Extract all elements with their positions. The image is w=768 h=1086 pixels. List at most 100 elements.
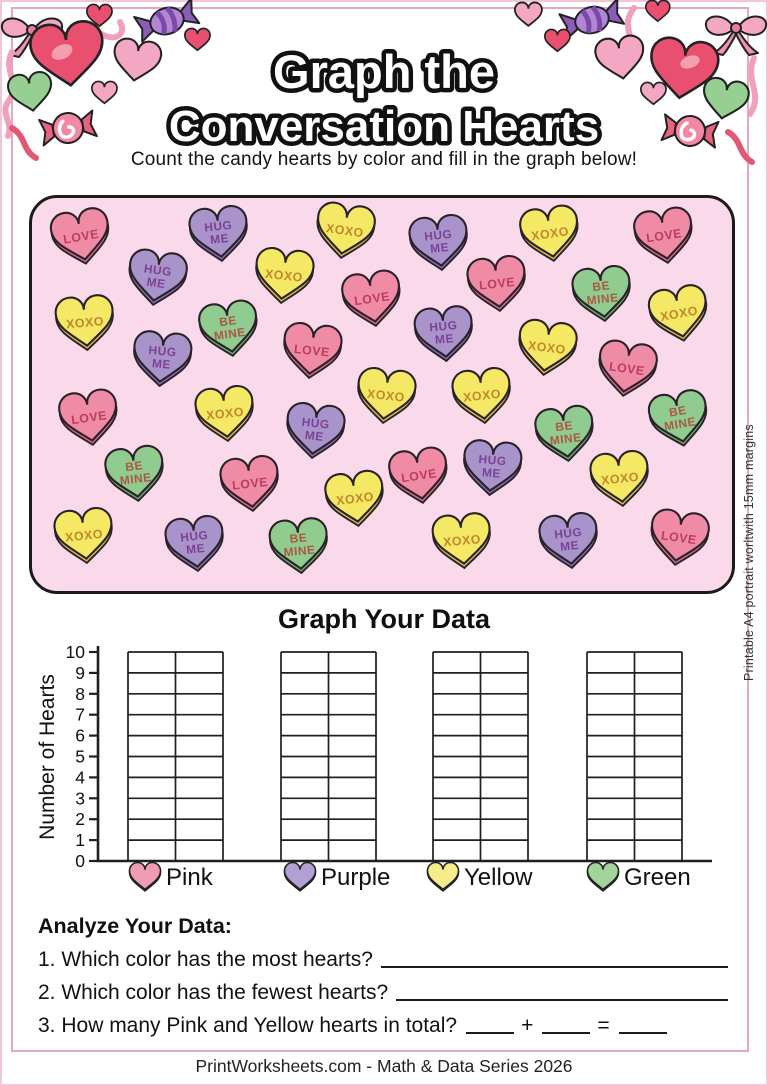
side-print-note: Printable A4 portrait worltwith 15mm mar… xyxy=(742,424,756,682)
candy-heart-purple: HUGME xyxy=(164,515,224,573)
candy-heart-yellow: XOXO xyxy=(518,318,578,377)
heart-label: LOVE xyxy=(293,342,330,360)
candy-heart-pink: LOVE xyxy=(341,269,401,327)
subtitle: Count the candy hearts by color and fill… xyxy=(130,149,638,170)
candy-heart-green: BEMINE xyxy=(198,299,258,357)
candy-heart-pink: LOVE xyxy=(633,206,693,264)
legend-label: Green xyxy=(624,863,691,891)
candy-hearts-field: LOVE HUGME XOXO HUGME XOXO LOVE HUGME XOXO LOVE L… xyxy=(29,195,735,594)
analyze-section: Analyze Your Data: 1. Which color has th… xyxy=(38,914,730,1038)
candy-heart-purple: HUGME xyxy=(408,214,468,272)
candy-heart-purple: HUGME xyxy=(538,512,598,570)
legend-heart-icon xyxy=(586,862,620,892)
heart-label: BEMINE xyxy=(585,278,620,308)
heart-label: LOVE xyxy=(660,528,697,547)
candy-heart-pink: LOVE xyxy=(466,255,526,313)
heart-label: XOXO xyxy=(66,314,105,331)
y-axis-tick-label: 9 xyxy=(75,663,85,683)
question-2: 2. Which color has the fewest hearts? xyxy=(38,981,730,1005)
candy-heart-purple: HUGME xyxy=(413,305,473,363)
candy-heart-purple: HUGME xyxy=(463,439,523,497)
question-1: 1. Which color has the most hearts? xyxy=(38,948,730,972)
heart-label: HUGME xyxy=(147,343,177,372)
candy-heart-pink: LOVE xyxy=(388,446,448,504)
candy-heart-yellow: XOXO xyxy=(255,247,315,305)
candy-heart-yellow: XOXO xyxy=(53,507,113,565)
heart-label: BEMINE xyxy=(117,457,152,488)
y-axis-tick-label: 2 xyxy=(75,809,85,829)
candy-heart-pink: LOVE xyxy=(650,508,710,566)
heart-label: LOVE xyxy=(608,359,645,378)
candy-heart-purple: HUGME xyxy=(133,330,193,388)
candy-heart-green: BEMINE xyxy=(571,265,631,323)
question-3-text: 3. How many Pink and Yellow hearts in to… xyxy=(38,1014,458,1037)
heart-label: BEMINE xyxy=(547,417,582,448)
heart-label: XOXO xyxy=(366,387,405,405)
legend-heart-icon xyxy=(283,862,317,892)
color-legend: Pink Purple Yellow Green xyxy=(0,862,768,902)
candy-heart-yellow: XOXO xyxy=(324,469,384,528)
legend-label: Pink xyxy=(166,863,213,891)
heart-label: XOXO xyxy=(443,532,482,549)
legend-item-pink: Pink xyxy=(128,862,213,893)
heart-label: HUGME xyxy=(141,261,173,291)
candy-heart-yellow: XOXO xyxy=(589,450,649,508)
heart-label: XOXO xyxy=(659,304,699,324)
candy-heart-yellow: XOXO xyxy=(519,204,579,262)
heart-label: XOXO xyxy=(264,267,303,285)
heart-label: HUGME xyxy=(429,318,459,347)
heart-label: LOVE xyxy=(70,408,107,427)
ribbon-curl-icon xyxy=(2,49,17,139)
heart-icon xyxy=(514,1,543,27)
heart-highlight xyxy=(51,44,73,60)
candy-heart-yellow: XOXO xyxy=(357,367,417,425)
y-axis-tick-label: 4 xyxy=(75,767,85,787)
heart-label: XOXO xyxy=(527,338,566,357)
y-axis-tick-label: 5 xyxy=(75,747,85,767)
heart-label: XOXO xyxy=(530,224,570,243)
plus-sign: + xyxy=(521,1014,534,1037)
candy-heart-green: BEMINE xyxy=(647,389,708,447)
heart-label: BEMINE xyxy=(282,530,316,560)
legend-label: Yellow xyxy=(464,863,533,891)
heart-label: HUGME xyxy=(180,528,211,558)
heart-label: HUGME xyxy=(424,227,455,257)
graph-section-title: Graph Your Data xyxy=(277,604,491,634)
legend-item-purple: Purple xyxy=(283,862,390,893)
candy-heart-pink: LOVE xyxy=(49,207,110,265)
analyze-heading: Analyze Your Data: xyxy=(38,914,232,938)
heart-label: XOXO xyxy=(600,470,639,488)
candy-heart-purple: HUGME xyxy=(188,205,248,263)
y-axis-tick-label: 3 xyxy=(75,788,85,808)
header-decorations xyxy=(0,0,768,165)
axis-lines xyxy=(96,646,712,863)
question-3: 3. How many Pink and Yellow hearts in to… xyxy=(38,1014,730,1038)
y-axis-label: Number of Hearts xyxy=(36,674,59,840)
candy-heart-yellow: XOXO xyxy=(647,284,708,342)
heart-label: HUGME xyxy=(204,218,235,248)
y-axis-tick-label: 10 xyxy=(66,642,86,662)
candy-heart-yellow: XOXO xyxy=(54,294,114,352)
candy-heart-yellow: XOXO xyxy=(194,385,254,443)
ribbon-curl-icon xyxy=(747,55,759,117)
legend-label: Purple xyxy=(321,863,391,891)
heart-label: XOXO xyxy=(335,489,374,508)
y-axis-tick-label: 7 xyxy=(75,705,85,725)
heart-label: LOVE xyxy=(353,289,390,308)
question-3-blank-1 xyxy=(466,1031,515,1034)
heart-label: XOXO xyxy=(205,405,244,423)
candy-heart-pink: LOVE xyxy=(283,322,343,380)
title-line-1: Graph the xyxy=(273,45,495,98)
heart-label: HUGME xyxy=(300,415,331,445)
y-axis-tick-label: 1 xyxy=(75,830,85,850)
question-3-blank-2 xyxy=(542,1031,591,1034)
question-1-text: 1. Which color has the most hearts? xyxy=(38,948,373,971)
candy-heart-pink: LOVE xyxy=(58,388,118,446)
graph-grid-column xyxy=(127,651,224,862)
y-axis-tick-label: 8 xyxy=(75,684,85,704)
heart-label: XOXO xyxy=(64,527,103,545)
graph-grid-column xyxy=(586,651,683,862)
graph-grid-column xyxy=(280,651,377,862)
y-axis-tick-label: 0 xyxy=(75,851,85,870)
ribbon-curl-icon xyxy=(725,129,755,165)
